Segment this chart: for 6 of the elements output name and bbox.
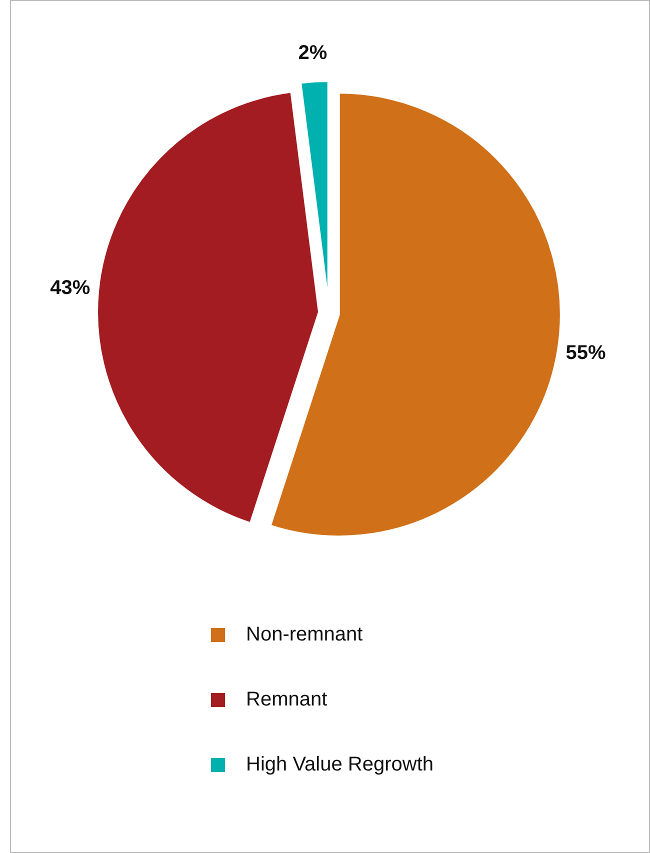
legend-label: Non-remnant: [246, 623, 364, 646]
data-label: 43%: [50, 276, 90, 299]
data-label: 55%: [566, 342, 606, 364]
legend-label: Remnant: [246, 688, 328, 710]
legend-label: High Value Regrowth: [246, 753, 434, 776]
data-label: 2%: [298, 42, 328, 64]
